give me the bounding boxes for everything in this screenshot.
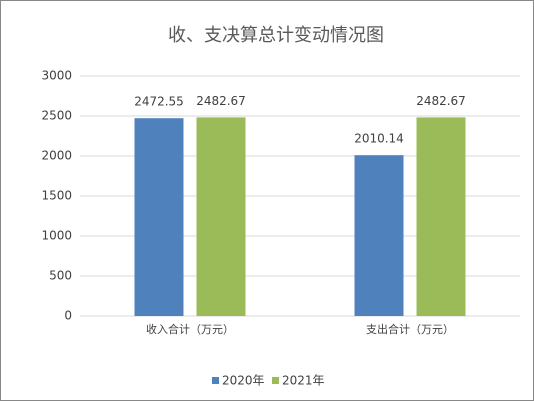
y-tick-label: 3000 <box>41 69 72 83</box>
y-tick-label: 2500 <box>41 109 72 123</box>
data-label: 2472.55 <box>134 95 184 109</box>
y-tick-label: 0 <box>64 309 72 323</box>
legend-swatch <box>212 377 219 384</box>
y-tick-label: 1500 <box>41 189 72 203</box>
x-tick-label: 收入合计（万元） <box>146 322 234 336</box>
bar <box>416 117 466 316</box>
data-label: 2482.67 <box>196 94 246 108</box>
bar <box>196 117 246 316</box>
y-tick-label: 500 <box>49 269 72 283</box>
x-tick-label: 支出合计（万元） <box>366 322 454 336</box>
bar <box>354 155 404 316</box>
chart-title: 收、支决算总计变动情况图 <box>168 25 384 46</box>
bar <box>134 118 184 316</box>
y-tick-label: 1000 <box>41 229 72 243</box>
legend-label: 2021年 <box>282 374 325 388</box>
data-label: 2010.14 <box>354 132 404 146</box>
legend-label: 2020年 <box>222 374 265 388</box>
legend-swatch <box>272 377 279 384</box>
data-label: 2482.67 <box>416 94 466 108</box>
y-tick-label: 2000 <box>41 149 72 163</box>
